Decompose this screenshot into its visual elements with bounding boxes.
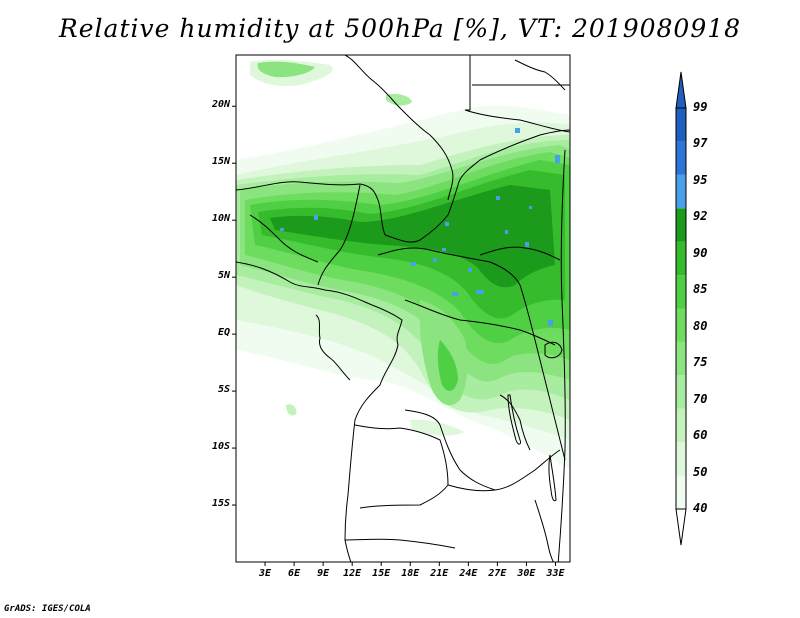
lat-label: 5S bbox=[217, 384, 230, 396]
border-east-2 bbox=[499, 394, 531, 451]
colorbar-outline bbox=[675, 107, 687, 510]
lat-label: EQ bbox=[217, 327, 230, 339]
colorbar-label: 97 bbox=[693, 136, 708, 151]
coast-east bbox=[557, 149, 566, 562]
lake-victoria bbox=[544, 341, 563, 359]
colorbar-bin bbox=[676, 174, 686, 209]
border-southsudan bbox=[479, 246, 561, 261]
colorbar-under-arrow bbox=[675, 508, 687, 546]
colorbar-label: 75 bbox=[693, 355, 708, 370]
map-frame bbox=[235, 54, 571, 563]
colorbar-bin bbox=[676, 208, 686, 242]
rh-patch-small bbox=[386, 93, 412, 106]
rh-patch-s bbox=[410, 419, 465, 436]
border-sahel-1 bbox=[236, 181, 386, 236]
rh-spots-95 bbox=[280, 128, 560, 326]
rh-patch-sw bbox=[286, 404, 297, 416]
coastline-west bbox=[236, 261, 403, 562]
border-car bbox=[377, 247, 521, 286]
colorbar-bin bbox=[676, 308, 686, 342]
nile-line bbox=[514, 59, 566, 91]
border-drc-south bbox=[404, 409, 496, 491]
colorbar-label: 99 bbox=[693, 100, 708, 114]
lon-label: 3E bbox=[259, 568, 272, 579]
humidity-field bbox=[236, 59, 570, 470]
colorbar-bin bbox=[676, 375, 686, 409]
lat-label: 20N bbox=[211, 99, 230, 111]
border-nigeria bbox=[249, 214, 319, 263]
country-borders bbox=[236, 55, 570, 562]
lake-tanganyika bbox=[507, 394, 521, 445]
lat-label: 10S bbox=[211, 441, 230, 453]
colorbar-label: 50 bbox=[693, 464, 708, 479]
rh-patch-north-inner bbox=[257, 61, 315, 78]
colorbar-label: 95 bbox=[693, 172, 708, 187]
border-congo bbox=[404, 299, 556, 346]
lon-label: 21E bbox=[430, 568, 449, 579]
lake-malawi bbox=[548, 454, 557, 502]
border-zambia bbox=[447, 449, 561, 492]
colorbar-bin bbox=[676, 108, 686, 142]
colorbar-bin bbox=[676, 141, 686, 175]
lon-label: 27E bbox=[488, 568, 507, 579]
border-namibia bbox=[344, 538, 456, 549]
map-title: Relative humidity at 500hPa [%], VT: 201… bbox=[58, 14, 742, 43]
lon-label: 18E bbox=[401, 568, 420, 579]
border-east-1 bbox=[519, 284, 566, 461]
colorbar-bin bbox=[676, 408, 686, 443]
lon-label: 30E bbox=[517, 568, 536, 579]
colorbar bbox=[675, 71, 687, 546]
colorbar-label: 80 bbox=[693, 318, 708, 333]
colorbar-bin bbox=[676, 442, 686, 476]
rh-band-92 bbox=[270, 185, 555, 288]
colorbar-over-arrow bbox=[675, 71, 687, 109]
lon-ticks bbox=[264, 562, 556, 566]
coastline-gulf bbox=[315, 314, 351, 381]
lat-label: 15N bbox=[211, 156, 230, 168]
colorbar-label: 40 bbox=[693, 501, 708, 515]
border-libya bbox=[465, 55, 471, 111]
border-sudan bbox=[464, 109, 570, 133]
lat-label: 5N bbox=[217, 270, 230, 282]
border-mozambique bbox=[534, 499, 554, 562]
colorbar-label: 70 bbox=[693, 391, 708, 406]
lat-ticks bbox=[232, 105, 236, 506]
colorbar-bin bbox=[676, 475, 686, 509]
border-cameroon bbox=[317, 184, 361, 286]
lon-label: 9E bbox=[317, 568, 330, 579]
colorbar-bin bbox=[676, 241, 686, 276]
lat-label: 15S bbox=[211, 498, 230, 510]
colorbar-label: 92 bbox=[693, 209, 708, 224]
lon-label: 6E bbox=[288, 568, 301, 579]
border-north bbox=[344, 55, 431, 136]
colorbar-label: 60 bbox=[693, 428, 708, 443]
border-chad bbox=[429, 134, 454, 201]
border-sahel-2 bbox=[384, 129, 570, 243]
colorbar-label: 90 bbox=[693, 245, 708, 260]
lon-label: 24E bbox=[459, 568, 478, 579]
colorbar-label: 85 bbox=[693, 282, 708, 297]
colorbar-bin bbox=[676, 275, 686, 309]
rh-tongue-south-inner bbox=[437, 340, 458, 392]
lon-label: 33E bbox=[546, 568, 565, 579]
lat-label: 10N bbox=[211, 213, 230, 225]
lon-label: 12E bbox=[343, 568, 362, 579]
colorbar-bin bbox=[676, 341, 686, 376]
border-angola bbox=[354, 424, 449, 509]
lon-label: 15E bbox=[372, 568, 391, 579]
grads-credit: GrADS: IGES/COLA bbox=[4, 604, 91, 614]
